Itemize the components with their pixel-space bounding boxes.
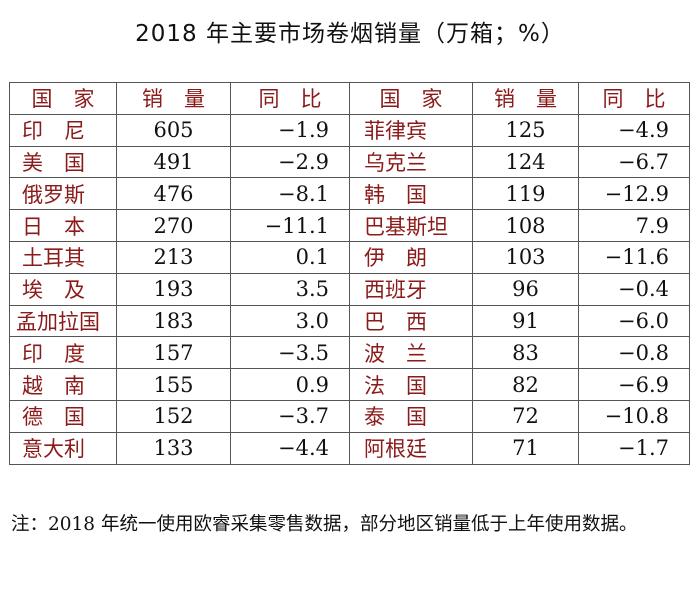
country-cell: 日 本 [9,209,117,242]
volume-cell: 71 [472,431,579,465]
volume-cell: 157 [116,336,231,370]
table-row: 埃 及 193 3.5 西班牙 96 −0.4 [9,272,690,306]
volume-cell: 83 [472,336,579,370]
country-cell: 俄罗斯 [9,177,117,211]
table-row: 美 国 491 −2.9 乌克兰 124 −6.7 [9,145,690,179]
yoy-cell: −2.9 [230,145,350,179]
country-cell: 美 国 [9,145,117,179]
yoy-cell: 0.9 [230,368,350,401]
yoy-cell: −3.5 [230,336,350,370]
country-cell: 巴 西 [349,304,473,338]
volume-cell: 119 [472,177,579,211]
yoy-cell: 3.0 [230,304,350,338]
country-cell: 波 兰 [349,336,473,370]
yoy-cell: 7.9 [578,209,690,242]
country-cell: 菲律宾 [349,113,473,147]
yoy-cell: −12.9 [578,177,690,211]
volume-cell: 476 [116,177,231,211]
yoy-cell: −6.0 [578,304,690,338]
yoy-cell: −3.7 [230,399,350,433]
volume-cell: 491 [116,145,231,179]
country-cell: 泰 国 [349,399,473,433]
volume-cell: 103 [472,240,579,274]
header-volume-left: 销 量 [116,82,231,115]
volume-cell: 108 [472,209,579,242]
volume-cell: 193 [116,272,231,306]
table-row: 孟加拉国 183 3.0 巴 西 91 −6.0 [9,304,690,338]
table-row: 印 尼 605 −1.9 菲律宾 125 −4.9 [9,113,690,147]
table-row: 俄罗斯 476 −8.1 韩 国 119 −12.9 [9,177,690,211]
yoy-cell: 0.1 [230,240,350,274]
sales-table: 国 家 销 量 同 比 国 家 销 量 同 比 印 尼 605 −1.9 菲律宾… [9,82,690,465]
country-cell: 韩 国 [349,177,473,211]
country-cell: 越 南 [9,368,117,401]
volume-cell: 133 [116,431,231,465]
country-cell: 德 国 [9,399,117,433]
table-title: 2018 年主要市场卷烟销量（万箱；%） [135,21,565,47]
country-cell: 法 国 [349,368,473,401]
table-row: 日 本 270 −11.1 巴基斯坦 108 7.9 [9,209,690,242]
yoy-cell: −0.8 [578,336,690,370]
yoy-cell: −11.1 [230,209,350,242]
volume-cell: 183 [116,304,231,338]
header-country-right: 国 家 [349,82,473,115]
volume-cell: 72 [472,399,579,433]
volume-cell: 125 [472,113,579,147]
volume-cell: 96 [472,272,579,306]
volume-cell: 91 [472,304,579,338]
country-cell: 西班牙 [349,272,473,306]
country-cell: 埃 及 [9,272,117,306]
table-row: 德 国 152 −3.7 泰 国 72 −10.8 [9,399,690,433]
yoy-cell: 3.5 [230,272,350,306]
volume-cell: 82 [472,368,579,401]
yoy-cell: −10.8 [578,399,690,433]
footnote: 注：2018 年统一使用欧睿采集零售数据，部分地区销量低于上年使用数据。 [11,514,638,535]
country-cell: 意大利 [9,431,117,465]
yoy-cell: −4.9 [578,113,690,147]
table-row: 意大利 133 −4.4 阿根廷 71 −1.7 [9,431,690,465]
table-row: 土耳其 213 0.1 伊 朗 103 −11.6 [9,240,690,274]
country-cell: 印 度 [9,336,117,370]
yoy-cell: −6.9 [578,368,690,401]
yoy-cell: −4.4 [230,431,350,465]
yoy-cell: −11.6 [578,240,690,274]
country-cell: 巴基斯坦 [349,209,473,242]
header-row: 国 家 销 量 同 比 国 家 销 量 同 比 [9,82,690,115]
volume-cell: 155 [116,368,231,401]
yoy-cell: −6.7 [578,145,690,179]
volume-cell: 270 [116,209,231,242]
country-cell: 土耳其 [9,240,117,274]
volume-cell: 605 [116,113,231,147]
table-row: 印 度 157 −3.5 波 兰 83 −0.8 [9,336,690,370]
country-cell: 印 尼 [9,113,117,147]
header-yoy-left: 同 比 [230,82,350,115]
volume-cell: 152 [116,399,231,433]
country-cell: 阿根廷 [349,431,473,465]
table-row: 越 南 155 0.9 法 国 82 −6.9 [9,368,690,401]
country-cell: 乌克兰 [349,145,473,179]
yoy-cell: −8.1 [230,177,350,211]
header-country-left: 国 家 [9,82,117,115]
header-yoy-right: 同 比 [578,82,690,115]
yoy-cell: −1.9 [230,113,350,147]
header-volume-right: 销 量 [472,82,579,115]
country-cell: 孟加拉国 [9,304,117,338]
yoy-cell: −0.4 [578,272,690,306]
volume-cell: 213 [116,240,231,274]
yoy-cell: −1.7 [578,431,690,465]
volume-cell: 124 [472,145,579,179]
country-cell: 伊 朗 [349,240,473,274]
